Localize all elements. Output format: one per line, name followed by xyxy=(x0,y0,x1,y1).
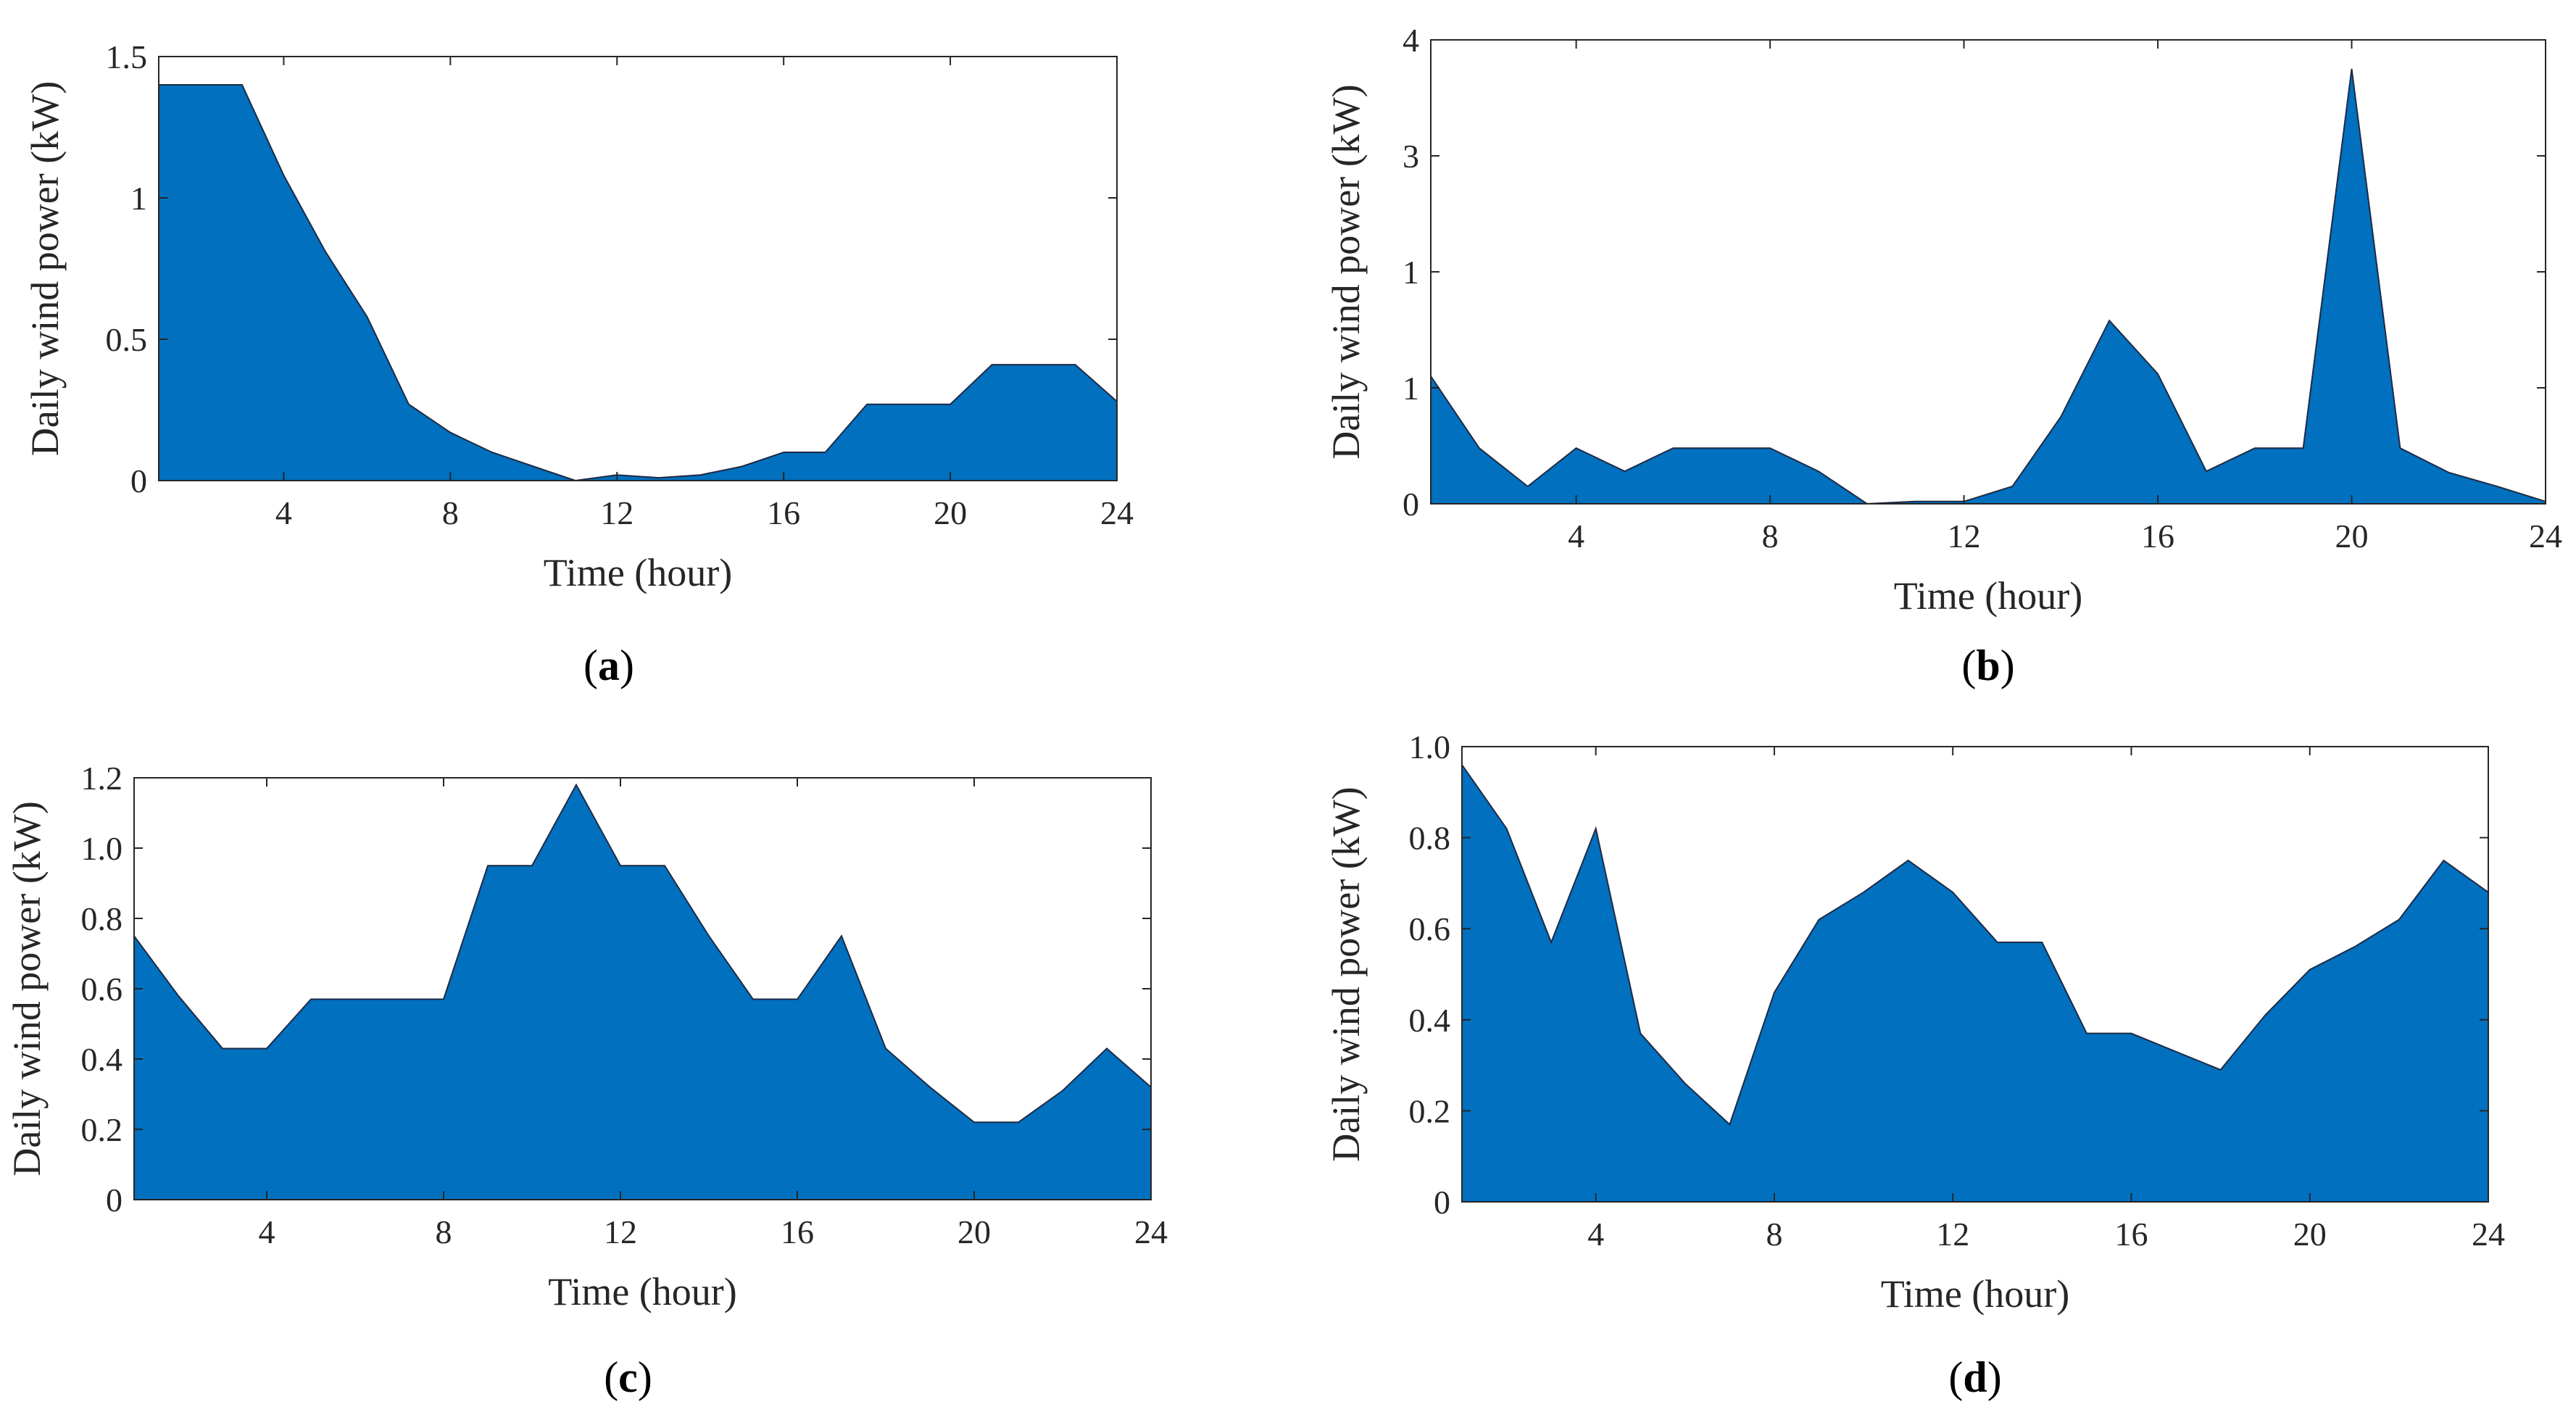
y-tick-label: 1.0 xyxy=(81,830,123,867)
panel-letter: d xyxy=(1963,1353,1987,1401)
y-tick-label: 0.5 xyxy=(106,321,148,358)
x-tick-label: 24 xyxy=(2472,1216,2505,1253)
y-axis-label: Daily wind power (kW) xyxy=(23,81,67,456)
x-tick-label: 4 xyxy=(259,1213,275,1250)
y-tick-label: 0.2 xyxy=(1409,1092,1451,1129)
x-axis-label: Time (hour) xyxy=(548,1270,737,1313)
x-axis-label: Time (hour) xyxy=(544,551,733,594)
x-tick-label: 16 xyxy=(2114,1216,2148,1253)
area-series-a xyxy=(158,84,1118,482)
panel-label: (d) xyxy=(1948,1353,2001,1401)
axes-frame xyxy=(1461,746,2489,1203)
panel-c: 4 8 12 16 20 24 0 0.2 0.4 0.6 0.8 1.0 1.2 Time (hour)… xyxy=(5,760,1168,1401)
x-tick-label: 4 xyxy=(275,494,292,531)
y-tick-label: 0.2 xyxy=(81,1111,123,1148)
x-tick-label: 12 xyxy=(1936,1216,1969,1253)
x-tick-label: 8 xyxy=(1766,1216,1782,1253)
y-tick-label: 1.2 xyxy=(81,760,123,797)
y-axis-label: Daily wind power (kW) xyxy=(1324,786,1368,1161)
y-tick-label: 0.8 xyxy=(81,900,123,937)
panel-d: 4 8 12 16 20 24 0 0.2 0.4 0.6 0.8 1.0 Time (hour) Dai… xyxy=(1324,728,2505,1401)
y-tick-label: 0 xyxy=(1403,486,1419,523)
y-tick-label: 0.4 xyxy=(81,1041,123,1078)
x-tick-label: 24 xyxy=(1100,494,1134,531)
y-tick-label: 1.5 xyxy=(106,38,148,75)
panel-label: (c) xyxy=(604,1353,652,1401)
x-tick-label: 16 xyxy=(2141,518,2174,555)
x-tick-label: 20 xyxy=(2335,518,2369,555)
x-tick-label: 20 xyxy=(934,494,967,531)
x-tick-label: 4 xyxy=(1568,518,1584,555)
panel-letter: b xyxy=(1976,642,2000,689)
x-tick-label: 24 xyxy=(1134,1213,1168,1250)
y-tick-label: 0.8 xyxy=(1409,820,1451,857)
panel-letter: a xyxy=(598,642,620,689)
x-tick-label: 8 xyxy=(1762,518,1779,555)
y-axis-label: Daily wind power (kW) xyxy=(5,801,49,1176)
y-tick-label: 1 xyxy=(1403,370,1419,407)
x-tick-label: 20 xyxy=(2293,1216,2327,1253)
y-axis-label: Daily wind power (kW) xyxy=(1324,84,1368,459)
x-axis-label: Time (hour) xyxy=(1881,1272,2070,1316)
panel-label: (a) xyxy=(583,642,634,689)
panel-letter: c xyxy=(618,1353,638,1401)
area-series-b xyxy=(1430,68,2546,505)
x-axis-label: Time (hour) xyxy=(1894,574,2083,618)
panel-label: (b) xyxy=(1961,642,2014,689)
y-tick-label: 0.6 xyxy=(81,971,123,1008)
y-tick-label: 0.4 xyxy=(1409,1002,1451,1039)
x-tick-label: 20 xyxy=(957,1213,991,1250)
area-series-d xyxy=(1461,762,2489,1203)
y-tick-label: 1 xyxy=(1403,254,1419,291)
panel-a: 4 8 12 16 20 24 0 0.5 1 1.5 Time (hour) Daily wind … xyxy=(23,38,1134,689)
y-tick-label: 1 xyxy=(130,180,147,217)
x-tick-label: 12 xyxy=(600,494,633,531)
area-series-c xyxy=(133,783,1152,1200)
panel-b: 4 8 12 16 20 24 0 1 1 3 4 Time (hour) Daily wind pow… xyxy=(1324,22,2562,689)
y-tick-label: 0 xyxy=(1434,1184,1450,1221)
axes-frame xyxy=(158,56,1118,481)
x-tick-label: 16 xyxy=(767,494,800,531)
y-tick-label: 4 xyxy=(1403,22,1419,59)
x-tick-label: 8 xyxy=(436,1213,452,1250)
y-tick-label: 0 xyxy=(106,1182,122,1219)
y-tick-label: 0.6 xyxy=(1409,910,1451,947)
x-tick-label: 24 xyxy=(2529,518,2562,555)
y-tick-label: 0 xyxy=(130,462,147,499)
x-tick-label: 12 xyxy=(1948,518,1981,555)
y-tick-label: 1.0 xyxy=(1409,728,1451,765)
x-tick-label: 8 xyxy=(442,494,459,531)
x-tick-label: 4 xyxy=(1587,1216,1604,1253)
x-tick-label: 16 xyxy=(781,1213,814,1250)
x-tick-label: 12 xyxy=(604,1213,637,1250)
y-tick-label: 3 xyxy=(1403,138,1419,175)
